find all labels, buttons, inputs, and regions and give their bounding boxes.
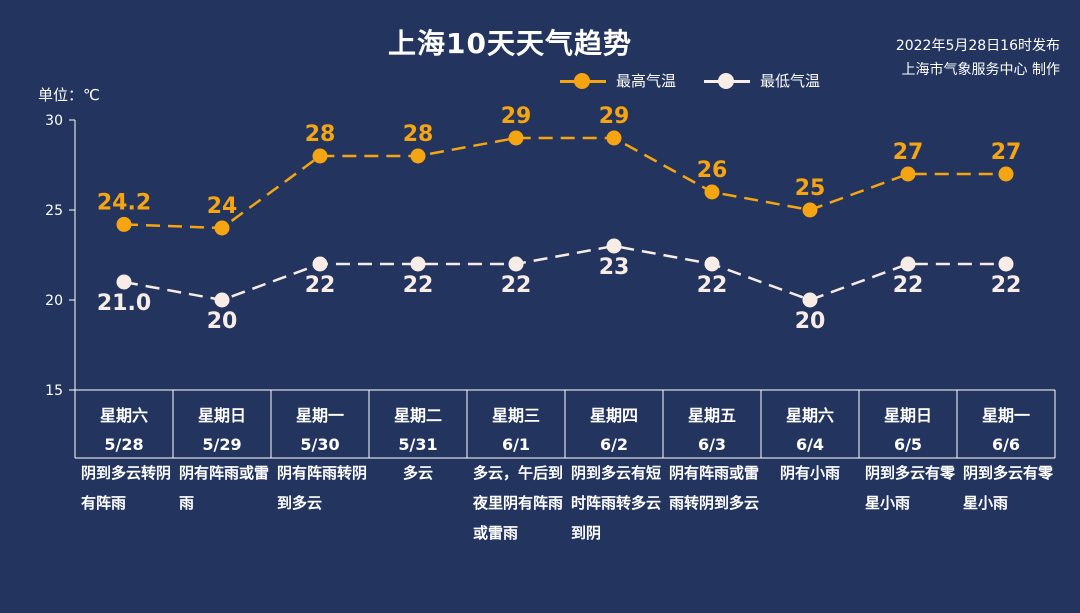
- low-temp-label: 20: [207, 309, 238, 334]
- low-temp-line: [123, 244, 1006, 302]
- low-temp-label: 22: [305, 273, 336, 298]
- high-temp-point: [410, 148, 426, 164]
- low-temp-label: 22: [403, 273, 434, 298]
- weather-description: 阴有小雨: [779, 464, 840, 482]
- x-weekday-label: 星期日: [884, 406, 932, 425]
- legend-item-low[interactable]: 最低气温: [704, 70, 820, 91]
- weather-description: 阴有阵雨或雷雨转阴到多云: [669, 464, 760, 512]
- high-temp-label: 29: [599, 104, 630, 129]
- weather-description: 阴到多云有零星小雨: [865, 464, 956, 512]
- low-temp-label: 22: [697, 273, 728, 298]
- high-temp-label: 27: [991, 140, 1022, 165]
- weather-description: 阴有阵雨或雷雨: [179, 464, 270, 512]
- low-temp-point: [704, 256, 720, 272]
- x-date-label: 5/31: [398, 435, 437, 454]
- high-temp-line: [123, 136, 1006, 230]
- x-weekday-label: 星期一: [982, 406, 1030, 425]
- low-temp-label: 22: [501, 273, 532, 298]
- low-temp-label: 22: [893, 273, 924, 298]
- legend-swatch-high-icon: [560, 71, 606, 91]
- high-temp-label: 26: [697, 158, 728, 183]
- high-temp-point: [606, 130, 622, 146]
- legend-label-low: 最低气温: [760, 72, 821, 90]
- weather-description: 多云: [402, 464, 433, 482]
- y-tick-label: 20: [45, 293, 63, 309]
- x-weekday-label: 星期六: [786, 406, 834, 425]
- x-weekday-label: 星期五: [688, 406, 736, 425]
- weather-description: 阴到多云转阴有阵雨: [81, 464, 172, 512]
- high-temp-label: 28: [403, 122, 434, 147]
- high-temp-label: 25: [795, 176, 826, 201]
- publish-info: 2022年5月28日16时发布 上海市气象服务中心 制作: [896, 34, 1060, 82]
- high-temp-point: [802, 202, 818, 218]
- high-temp-point: [998, 166, 1014, 182]
- publish-org: 上海市气象服务中心 制作: [901, 62, 1060, 78]
- low-temp-point: [606, 238, 622, 254]
- x-date-label: 6/1: [502, 435, 530, 454]
- low-temp-label: 21.0: [97, 291, 151, 316]
- x-weekday-label: 星期三: [492, 406, 540, 425]
- x-weekday-label: 星期日: [198, 406, 246, 425]
- low-temp-label: 20: [795, 309, 826, 334]
- legend-label-high: 最高气温: [616, 72, 677, 90]
- x-date-label: 6/4: [796, 435, 824, 454]
- weather-description: 阴到多云有短时阵雨转多云到阴: [571, 464, 662, 542]
- high-temp-label: 29: [501, 104, 532, 129]
- low-temp-point: [508, 256, 524, 272]
- publish-time: 2022年5月28日16时发布: [895, 38, 1060, 54]
- x-weekday-label: 星期二: [394, 406, 442, 425]
- low-temp-point: [116, 274, 132, 290]
- chart-title: 上海10天天气趋势: [388, 27, 632, 60]
- x-date-label: 5/29: [202, 435, 241, 454]
- x-date-label: 6/2: [600, 435, 628, 454]
- high-temp-point: [508, 130, 524, 146]
- x-date-label: 6/5: [894, 435, 922, 454]
- high-temp-label: 24.2: [97, 190, 151, 215]
- high-temp-point: [704, 184, 720, 200]
- low-temp-point: [998, 256, 1014, 272]
- x-date-label: 6/3: [698, 435, 726, 454]
- x-date-label: 6/6: [992, 435, 1020, 454]
- x-weekday-label: 星期一: [296, 406, 344, 425]
- high-temp-point: [116, 216, 132, 232]
- low-temp-point: [410, 256, 426, 272]
- high-temp-point: [312, 148, 328, 164]
- weather-description: 阴到多云有零星小雨: [963, 464, 1054, 512]
- weather-description: 多云，午后到夜里阴有阵雨或雷雨: [473, 464, 564, 542]
- y-tick-label: 25: [45, 203, 63, 219]
- low-temp-point: [312, 256, 328, 272]
- high-temp-label: 28: [305, 122, 336, 147]
- low-temp-point: [900, 256, 916, 272]
- low-temp-point: [214, 292, 230, 308]
- unit-label: 单位：℃: [38, 86, 100, 104]
- low-temp-label: 23: [599, 255, 630, 280]
- legend-item-high[interactable]: 最高气温: [560, 70, 676, 91]
- x-weekday-label: 星期四: [590, 406, 638, 425]
- x-date-label: 5/28: [104, 435, 143, 454]
- y-tick-label: 15: [45, 383, 63, 399]
- low-temp-label: 22: [991, 273, 1022, 298]
- x-weekday-label: 星期六: [100, 406, 148, 425]
- legend-swatch-low-icon: [704, 71, 751, 91]
- legend: 最高气温 最低气温: [560, 70, 848, 91]
- high-temp-label: 27: [893, 140, 924, 165]
- high-temp-point: [214, 220, 230, 236]
- high-temp-point: [900, 166, 916, 182]
- high-temp-label: 24: [207, 194, 238, 219]
- weather-description: 阴有阵雨转阴到多云: [277, 464, 368, 512]
- x-date-label: 5/30: [300, 435, 339, 454]
- low-temp-point: [802, 292, 818, 308]
- y-tick-label: 30: [45, 113, 63, 129]
